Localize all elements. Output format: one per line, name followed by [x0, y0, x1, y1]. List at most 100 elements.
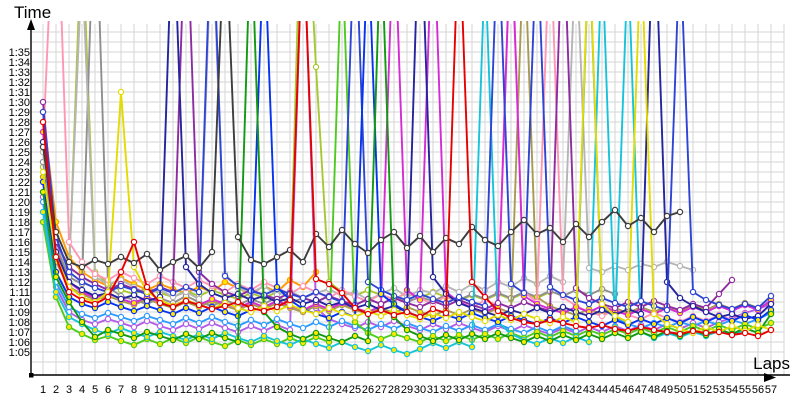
lap-marker — [572, 220, 580, 228]
lap-marker — [624, 327, 632, 335]
x-tick-label: 50 — [674, 384, 686, 396]
lap-marker — [390, 228, 398, 236]
lap-marker — [312, 310, 320, 318]
lap-marker — [338, 226, 346, 234]
x-tick-label: 39 — [531, 384, 543, 396]
lap-marker — [702, 323, 710, 331]
lap-marker — [468, 298, 476, 306]
lap-marker — [65, 258, 73, 266]
lap-marker — [325, 344, 333, 352]
lap-marker — [507, 314, 515, 322]
lap-marker — [143, 250, 151, 258]
lap-marker — [624, 334, 632, 342]
lap-marker — [364, 310, 372, 318]
lap-marker — [650, 326, 658, 334]
lap-marker — [338, 289, 346, 297]
lap-marker — [325, 304, 333, 312]
y-tick-label: 1:31 — [9, 87, 30, 99]
lap-marker — [455, 240, 463, 248]
lap-marker — [39, 98, 47, 106]
lap-marker — [689, 288, 697, 296]
x-tick-label: 16 — [232, 384, 244, 396]
lap-marker — [572, 322, 580, 330]
lap-marker — [221, 334, 229, 342]
x-tick-label: 43 — [583, 384, 595, 396]
lap-marker — [208, 313, 216, 321]
lap-marker — [767, 300, 775, 308]
lap-marker — [533, 332, 541, 340]
lap-marker — [364, 337, 372, 345]
lap-marker — [559, 339, 567, 347]
x-tick-label: 56 — [752, 384, 764, 396]
lap-marker — [390, 330, 398, 338]
lap-marker — [533, 320, 541, 328]
lap-marker — [117, 330, 125, 338]
lap-marker — [377, 236, 385, 244]
lap-marker — [598, 312, 606, 320]
lap-marker — [741, 329, 749, 337]
y-tick-label: 1:27 — [9, 127, 30, 139]
lap-marker — [117, 282, 125, 290]
lap-marker — [91, 300, 99, 308]
lap-marker — [455, 336, 463, 344]
lap-marker — [104, 315, 112, 323]
series-black — [39, 21, 684, 274]
lap-marker — [585, 312, 593, 320]
y-axis-arrow-icon — [27, 19, 35, 30]
lap-marker — [208, 335, 216, 343]
lap-marker — [260, 332, 268, 340]
lap-marker — [520, 310, 528, 318]
lap-marker — [546, 283, 554, 291]
x-tick-label: 24 — [336, 384, 348, 396]
lap-marker — [117, 324, 125, 332]
lap-marker — [598, 218, 606, 226]
lap-marker — [286, 320, 294, 328]
lap-marker — [208, 289, 216, 297]
lap-marker — [520, 289, 528, 297]
lap-marker — [117, 295, 125, 303]
lap-marker — [273, 303, 281, 311]
lap-marker — [130, 334, 138, 342]
lap-marker — [611, 299, 619, 307]
lap-marker — [338, 309, 346, 317]
lap-marker — [117, 268, 125, 276]
lap-marker — [65, 238, 73, 246]
lap-marker — [260, 307, 268, 315]
x-tick-label: 48 — [648, 384, 660, 396]
lap-marker — [468, 278, 476, 286]
lap-marker — [676, 306, 684, 314]
x-tick-label: 9 — [144, 384, 150, 396]
x-tick-label: 19 — [271, 384, 283, 396]
lap-marker — [585, 233, 593, 241]
lap-marker — [637, 315, 645, 323]
lap-marker — [455, 299, 463, 307]
lap-marker — [78, 310, 86, 318]
x-tick-label: 27 — [375, 384, 387, 396]
lap-marker — [611, 312, 619, 320]
lap-marker — [546, 316, 554, 324]
lap-marker — [169, 303, 177, 311]
lap-marker — [273, 337, 281, 345]
lap-marker — [182, 320, 190, 328]
x-tick-label: 54 — [726, 384, 738, 396]
y-tick-label: 1:33 — [9, 67, 30, 79]
lap-marker — [117, 337, 125, 345]
lap-marker — [585, 338, 593, 346]
lap-marker — [143, 328, 151, 336]
y-tick-label: 1:17 — [9, 227, 30, 239]
lap-marker — [689, 302, 697, 310]
y-tick-label: 1:12 — [9, 277, 30, 289]
lap-marker — [130, 286, 138, 294]
y-tick-label: 1:14 — [9, 257, 30, 269]
lap-marker — [117, 303, 125, 311]
x-tick-label: 17 — [245, 384, 257, 396]
x-tick-label: 26 — [362, 384, 374, 396]
lap-marker — [481, 302, 489, 310]
lap-marker — [403, 326, 411, 334]
lap-marker — [663, 328, 671, 336]
lap-marker — [494, 318, 502, 326]
lap-marker — [286, 296, 294, 304]
y-tick-label: 1:08 — [9, 317, 30, 329]
axes — [27, 19, 790, 382]
